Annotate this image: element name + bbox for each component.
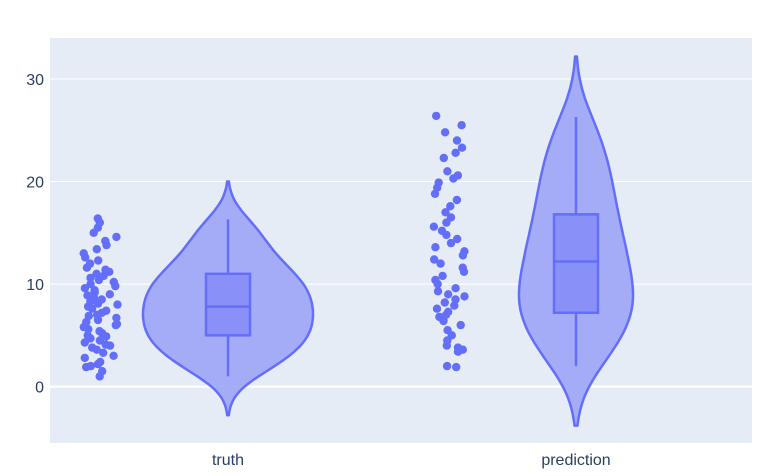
data-point (101, 340, 110, 349)
data-point (112, 232, 121, 242)
data-point (453, 171, 463, 180)
data-point (446, 213, 456, 222)
data-point (109, 277, 119, 287)
data-point (80, 353, 90, 363)
data-point (93, 214, 103, 223)
data-point (105, 290, 115, 299)
data-point (113, 300, 122, 309)
data-point (86, 279, 95, 289)
plot-background (50, 38, 752, 443)
data-point (443, 326, 452, 335)
data-point (90, 286, 99, 295)
data-point (83, 331, 92, 340)
y-tick-label: 30 (26, 72, 44, 89)
data-point (452, 195, 462, 205)
data-point (430, 255, 439, 264)
data-point (452, 136, 462, 145)
y-tick-label: 20 (26, 175, 44, 192)
points-layer (79, 111, 469, 381)
data-point (429, 222, 439, 231)
data-point (112, 313, 121, 323)
data-point (434, 178, 443, 187)
data-point (435, 312, 444, 322)
y-tick-label: 0 (35, 380, 44, 397)
data-point (102, 306, 111, 315)
data-point (437, 226, 447, 235)
data-point (98, 367, 107, 376)
data-point (101, 236, 110, 246)
data-point (432, 111, 441, 121)
data-point (451, 148, 460, 157)
data-point (457, 143, 467, 152)
data-point (96, 357, 105, 367)
data-point (85, 259, 95, 268)
y-axis: 0 10 20 30 (26, 72, 44, 397)
x-tick-label-prediction: prediction (541, 452, 610, 469)
data-point (84, 311, 94, 321)
data-point (443, 167, 452, 176)
y-tick-label: 10 (26, 277, 44, 294)
data-point (446, 238, 456, 248)
data-point (439, 153, 448, 163)
data-point (452, 362, 461, 372)
x-axis: truth prediction (212, 452, 611, 469)
data-point (456, 320, 465, 330)
box-layer (204, 116, 600, 377)
data-point (442, 361, 452, 371)
data-point (431, 275, 440, 285)
data-point (440, 298, 449, 307)
data-point (92, 269, 101, 278)
data-point (79, 249, 88, 258)
data-point (83, 291, 92, 300)
data-point (95, 327, 104, 336)
data-point (438, 271, 447, 281)
box-prediction (552, 213, 600, 315)
data-point (433, 287, 443, 296)
data-point (451, 295, 460, 304)
data-point (432, 304, 442, 313)
data-point (92, 245, 102, 254)
x-tick-label-truth: truth (212, 452, 244, 469)
data-point (109, 351, 118, 360)
data-point (86, 361, 96, 371)
box-truth (204, 272, 252, 337)
data-point (458, 263, 467, 272)
data-point (99, 348, 108, 357)
data-point (436, 259, 445, 268)
data-point (460, 292, 469, 301)
data-point (431, 243, 440, 252)
data-point (88, 343, 97, 352)
data-point (451, 284, 460, 293)
data-point (453, 234, 462, 244)
data-point (446, 202, 455, 211)
data-point (440, 128, 450, 137)
data-point (86, 273, 95, 283)
data-point (444, 307, 453, 316)
data-point (95, 336, 105, 345)
data-point (457, 121, 466, 130)
data-point (101, 265, 110, 274)
data-point (453, 343, 463, 352)
data-point (460, 247, 469, 256)
data-point (444, 290, 453, 299)
data-point (97, 295, 106, 304)
data-point (94, 256, 103, 265)
data-point (441, 208, 450, 217)
data-point (112, 319, 122, 329)
